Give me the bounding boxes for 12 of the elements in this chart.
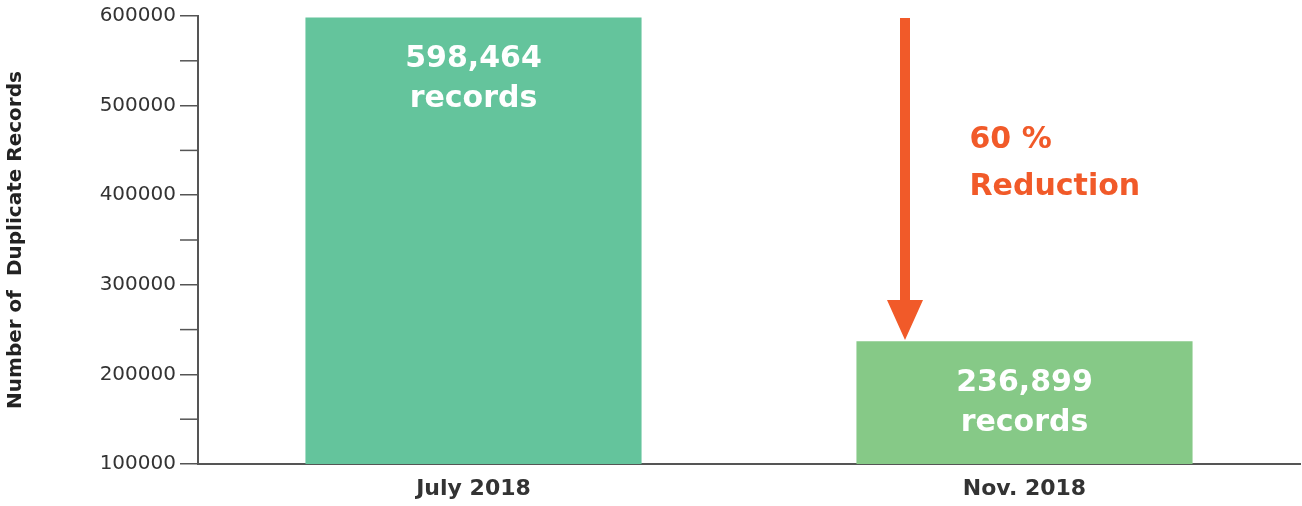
y-tick-label: 100000 [99, 450, 176, 475]
annotation: 60 % Reduction [969, 119, 1141, 202]
data-label: 598,464 records [405, 39, 542, 115]
y-tick-label: 400000 [99, 181, 176, 206]
data-label: 236,899 records [956, 363, 1093, 439]
y-axis-title: Number of Duplicate Records [2, 71, 27, 409]
x-tick-label: July 2018 [414, 474, 531, 500]
y-tick-label: 600000 [99, 2, 176, 27]
y-tick-label: 500000 [99, 91, 176, 116]
x-tick-label: Nov. 2018 [962, 474, 1087, 500]
y-tick-label: 200000 [99, 360, 176, 385]
y-tick-label: 300000 [99, 271, 176, 295]
